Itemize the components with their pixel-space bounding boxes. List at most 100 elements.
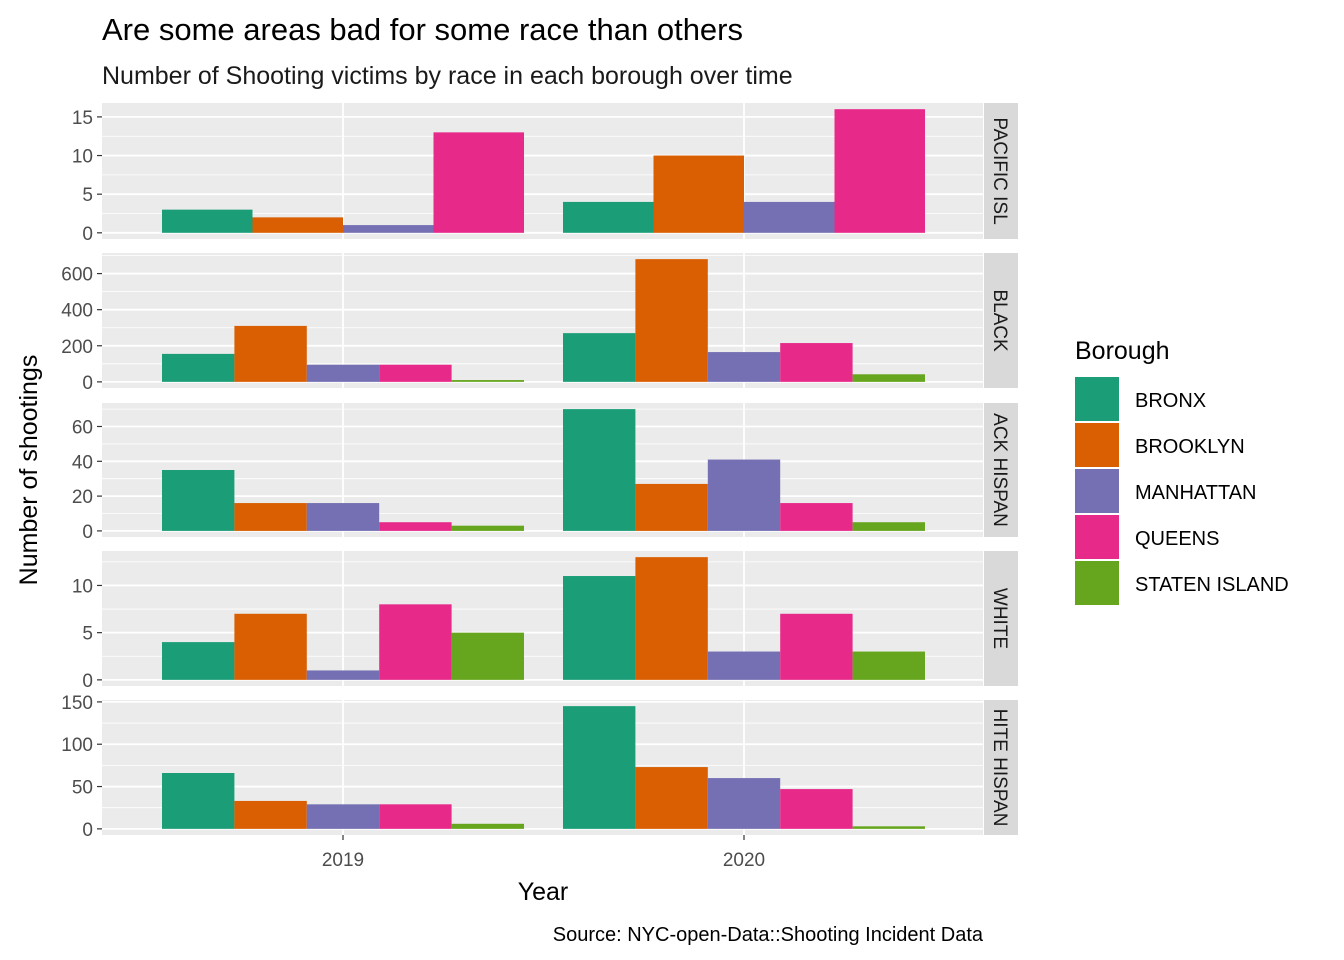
- y-tick-label: 600: [61, 265, 93, 286]
- bar: [707, 651, 781, 680]
- y-tick-label: 0: [82, 224, 93, 245]
- legend-key: [1075, 561, 1119, 605]
- bar: [379, 364, 452, 382]
- y-tick-label: 15: [72, 108, 93, 129]
- bar: [780, 343, 853, 382]
- y-tick-label: 40: [72, 452, 93, 473]
- bar: [451, 823, 524, 829]
- facet-strip: [984, 253, 1018, 388]
- bar: [635, 767, 708, 829]
- bar: [744, 201, 835, 233]
- chart-title: Are some areas bad for some race than ot…: [102, 12, 743, 47]
- facet-strip-label: PACIFIC ISL: [989, 117, 1010, 224]
- facet-strip: [984, 700, 1018, 835]
- y-tick-label: 10: [72, 147, 93, 168]
- legend-label: QUEENS: [1135, 528, 1219, 550]
- bar: [451, 380, 524, 382]
- x-axis-title: Year: [518, 878, 569, 906]
- bar: [852, 522, 925, 531]
- bar: [451, 525, 524, 531]
- x-tick-label: 2019: [322, 850, 364, 871]
- bar: [852, 826, 925, 829]
- legend-key: [1075, 515, 1119, 559]
- bar: [234, 325, 307, 382]
- bar: [852, 374, 925, 382]
- bar: [234, 800, 307, 829]
- y-tick-label: 100: [61, 735, 93, 756]
- bar: [834, 109, 925, 233]
- facet-strip-label: BLACK: [989, 289, 1010, 352]
- bar: [635, 483, 708, 531]
- bar: [379, 522, 452, 531]
- y-tick-label: 0: [82, 373, 93, 394]
- facet-strip-label: HITE HISPAN: [989, 709, 1010, 827]
- y-tick-label: 0: [82, 820, 93, 841]
- legend-label: STATEN ISLAND: [1135, 574, 1289, 596]
- x-axis: 2019 2020: [322, 835, 765, 871]
- y-tick-label: 20: [72, 487, 93, 508]
- legend-key: [1075, 469, 1119, 513]
- facet-panel: 0 50 100 150 HITE HISPAN: [61, 693, 1018, 841]
- y-tick-label: 5: [82, 624, 93, 645]
- bar: [162, 353, 235, 382]
- bar: [379, 604, 452, 680]
- bar: [162, 209, 253, 233]
- facet-strip: [984, 103, 1018, 239]
- legend-key: [1075, 423, 1119, 467]
- bar: [306, 364, 380, 382]
- bar: [433, 132, 524, 233]
- facet-panels: 0 5 10 15 PACIFIC ISL 0 200 400 600 BLACK 0 20 40 60 A…: [61, 103, 1018, 841]
- legend-label: MANHATTAN: [1135, 482, 1256, 504]
- facet-strip: [984, 551, 1018, 686]
- bar: [707, 352, 781, 382]
- chart-caption: Source: NYC-open-Data::Shooting Incident…: [553, 924, 984, 946]
- bar: [780, 789, 853, 829]
- facet-panel: 0 200 400 600 BLACK: [61, 253, 1018, 394]
- y-tick-label: 400: [61, 301, 93, 322]
- bar: [707, 459, 781, 531]
- y-tick-label: 10: [72, 576, 93, 597]
- bar: [252, 217, 343, 233]
- legend: Borough BRONX BROOKLYN MANHATTAN QUEENS STAT…: [1075, 337, 1289, 605]
- x-tick-label: 2020: [723, 850, 765, 871]
- y-tick-label: 0: [82, 522, 93, 543]
- bar: [635, 557, 708, 680]
- bar: [707, 778, 781, 829]
- bar: [306, 804, 380, 829]
- bar: [162, 642, 235, 680]
- bar: [563, 201, 654, 233]
- bar: [780, 503, 853, 531]
- y-tick-label: 5: [82, 185, 93, 206]
- facet-strip-label: ACK HISPAN: [989, 413, 1010, 527]
- bar: [162, 470, 235, 531]
- y-tick-label: 0: [82, 671, 93, 692]
- bar: [635, 259, 708, 382]
- legend-key: [1075, 377, 1119, 421]
- legend-label: BRONX: [1135, 390, 1206, 412]
- bar: [563, 706, 636, 829]
- bar: [563, 333, 636, 382]
- facet-panel: 0 20 40 60 ACK HISPAN: [72, 403, 1018, 543]
- facet-panel: 0 5 10 WHITE: [72, 551, 1018, 692]
- bar: [780, 613, 853, 680]
- bar: [306, 670, 380, 680]
- bar: [653, 155, 744, 233]
- bar: [234, 613, 307, 680]
- y-tick-label: 200: [61, 337, 93, 358]
- bar: [451, 632, 524, 680]
- facet-panel: 0 5 10 15 PACIFIC ISL: [72, 103, 1018, 245]
- legend-title: Borough: [1075, 337, 1170, 365]
- facet-strip: [984, 403, 1018, 537]
- bar: [563, 576, 636, 680]
- y-tick-label: 50: [72, 778, 93, 799]
- y-axis-title: Number of shootings: [15, 355, 43, 586]
- y-tick-label: 60: [72, 417, 93, 438]
- bar: [563, 409, 636, 531]
- bar: [234, 503, 307, 531]
- bar: [306, 503, 380, 531]
- legend-label: BROOKLYN: [1135, 436, 1245, 458]
- y-tick-label: 150: [61, 693, 93, 714]
- bar: [162, 773, 235, 829]
- bar: [852, 651, 925, 680]
